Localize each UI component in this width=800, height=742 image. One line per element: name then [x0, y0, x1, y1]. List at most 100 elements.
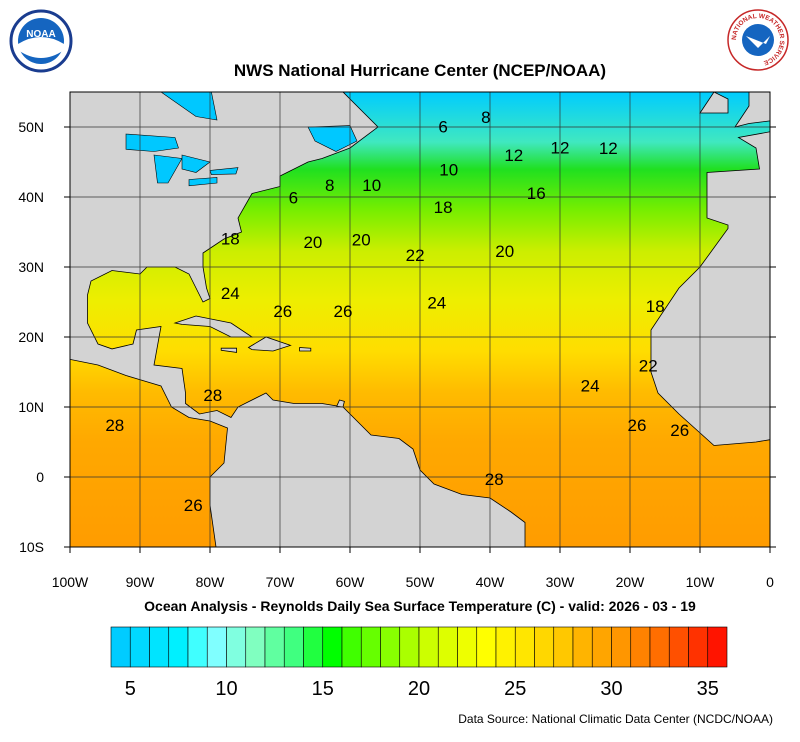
colorbar-cell — [437, 626, 458, 668]
nws-logo: NATIONAL WEATHER SERVICE — [727, 9, 789, 71]
colorbar-cell — [380, 626, 401, 668]
contour-label: 26 — [670, 421, 689, 440]
colorbar-cell — [110, 626, 131, 668]
contour-label: 16 — [527, 184, 546, 203]
x-tick-label: 80W — [196, 574, 226, 590]
colorbar-label: 30 — [600, 678, 622, 700]
colorbar-label: 10 — [215, 678, 237, 700]
contour-label: 28 — [203, 386, 222, 405]
colorbar-cell — [591, 626, 612, 668]
colorbar-cell — [187, 626, 208, 668]
contour-label: 18 — [646, 297, 665, 316]
y-tick-label: 10N — [18, 399, 44, 415]
contour-label: 10 — [439, 161, 458, 180]
contour-label: 18 — [221, 229, 240, 248]
y-tick-label: 30N — [18, 259, 44, 275]
colorbar-cell — [668, 626, 689, 668]
contour-label: 22 — [639, 357, 658, 376]
colorbar-cell — [168, 626, 189, 668]
y-tick-label: 20N — [18, 329, 44, 345]
colorbar-cell — [707, 626, 728, 668]
contour-label: 12 — [504, 146, 523, 165]
x-tick-label: 30W — [546, 574, 576, 590]
landmass — [70, 92, 526, 547]
water-body — [158, 92, 218, 121]
colorbar-cell — [534, 626, 555, 668]
contour-label: 8 — [325, 176, 334, 195]
y-tick-label: 40N — [18, 189, 44, 205]
colorbar-cell — [322, 626, 343, 668]
colorbar-cell — [630, 626, 651, 668]
x-tick-label: 60W — [336, 574, 366, 590]
axes: 100W 90W 80W 70W 60W 50W 40W 30W 20W 10W 0 10S 0 10N 2… — [18, 119, 776, 590]
subtitle: Ocean Analysis - Reynolds Daily Sea Surf… — [144, 598, 696, 614]
colorbar-cell — [341, 626, 362, 668]
colorbar-cell — [514, 626, 535, 668]
x-tick-label: 90W — [126, 574, 156, 590]
colorbar-cell — [149, 626, 170, 668]
contour-label: 24 — [427, 294, 446, 313]
colorbar-cell — [283, 626, 304, 668]
y-tick-label: 50N — [18, 119, 44, 135]
colorbar-cell — [495, 626, 516, 668]
contour-label: 28 — [105, 416, 124, 435]
contour-label: 10 — [362, 176, 381, 195]
colorbar: 5 10 15 20 25 30 35 — [110, 626, 728, 700]
contour-label: 12 — [599, 139, 618, 158]
landmass — [220, 347, 238, 353]
x-tick-label: 50W — [406, 574, 436, 590]
landmass — [699, 92, 729, 114]
source: Data Source: National Climatic Data Cent… — [458, 712, 773, 726]
water-body — [307, 125, 358, 152]
contour-label: 28 — [485, 470, 504, 489]
colorbar-label: 20 — [408, 678, 430, 700]
contour-label: 26 — [273, 302, 292, 321]
contour-label: 22 — [406, 246, 425, 265]
contour-label: 26 — [334, 302, 353, 321]
land — [70, 92, 770, 547]
x-tick-label: 70W — [266, 574, 296, 590]
x-tick-label: 20W — [616, 574, 646, 590]
contour-label: 18 — [434, 198, 453, 217]
contour-label: 24 — [581, 376, 600, 395]
contour-label: 6 — [289, 189, 298, 208]
water-body — [125, 133, 179, 152]
contour-label: 26 — [184, 496, 203, 515]
colorbar-cell — [688, 626, 709, 668]
water-body — [153, 154, 183, 184]
colorbar-cell — [226, 626, 247, 668]
y-tick-label: 0 — [36, 469, 44, 485]
contour-label: 20 — [303, 233, 322, 252]
noaa-logo: NOAA — [9, 9, 73, 73]
colorbar-cell — [303, 626, 324, 668]
grid — [70, 92, 770, 547]
colorbar-cell — [572, 626, 593, 668]
x-tick-label: 100W — [52, 574, 89, 590]
contour-label: 8 — [481, 108, 490, 127]
y-tick-label: 10S — [19, 539, 44, 555]
contour-label: 20 — [495, 242, 514, 261]
contour-label: 6 — [438, 117, 447, 136]
landmass — [734, 92, 770, 128]
colorbar-cell — [399, 626, 420, 668]
colorbar-cell — [129, 626, 150, 668]
contour-label: 24 — [221, 284, 240, 303]
contour-label: 12 — [551, 138, 570, 157]
colorbar-label: 25 — [504, 678, 526, 700]
water-body — [181, 154, 211, 173]
colorbar-label: 5 — [125, 678, 136, 700]
colorbar-label: 15 — [312, 678, 334, 700]
x-tick-label: 0 — [766, 574, 774, 590]
contour-label: 20 — [352, 231, 371, 250]
colorbar-cell — [553, 626, 574, 668]
water-body — [209, 167, 239, 175]
contour-label: 26 — [628, 416, 647, 435]
contour-labels: 6 8 12 12 12 10 10 8 6 16 18 18 20 20 22 20 24 26 26 24 18 28… — [105, 108, 689, 515]
landmass — [299, 347, 312, 352]
colorbar-cell — [264, 626, 285, 668]
x-tick-label: 40W — [476, 574, 506, 590]
map: 6 8 12 12 12 10 10 8 6 16 18 18 20 20 22 20 24 26 26 24 18 28… — [70, 92, 770, 547]
title: NWS National Hurricane Center (NCEP/NOAA… — [234, 61, 606, 80]
colorbar-cell — [476, 626, 497, 668]
